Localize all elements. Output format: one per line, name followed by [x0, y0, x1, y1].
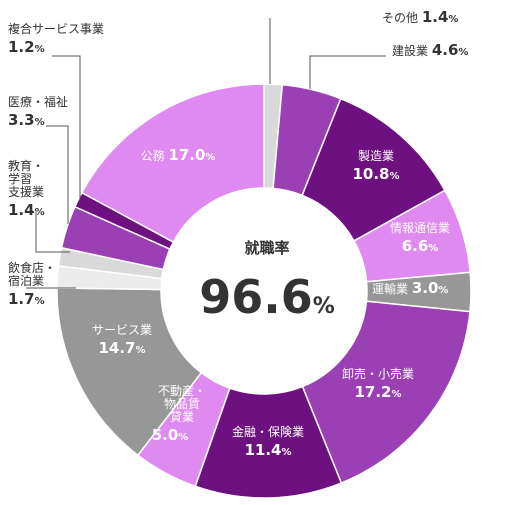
- slice-label: 公務 17.0%: [141, 146, 216, 164]
- slice-label: 金融・保険業 11.4%: [232, 424, 304, 459]
- slice-value: 17.2: [354, 383, 391, 401]
- slice-value-unit: %: [135, 345, 145, 356]
- center-title: 就職率: [244, 239, 289, 257]
- slice-value-unit: %: [35, 296, 45, 307]
- slice-value-unit: %: [281, 447, 291, 458]
- slice-category: 不動産・: [158, 383, 206, 398]
- slice-label: 医療・福祉 3.3%: [8, 94, 68, 129]
- leader-line: [35, 212, 70, 253]
- center-value-number: 96.6: [199, 270, 313, 324]
- slice-label: 建設業 4.6%: [392, 41, 468, 59]
- slice-category: 物品賃: [164, 396, 200, 411]
- leader-line: [309, 55, 386, 89]
- slice-label: その他 1.4%: [382, 8, 458, 26]
- slice-label: 複合サービス事業 1.2%: [8, 21, 104, 56]
- slice-label: サービス業 14.7%: [92, 323, 152, 357]
- slice-value: 1.7: [8, 290, 35, 308]
- slice-value: 3.0: [412, 279, 439, 297]
- slice-category: 教育・: [8, 158, 44, 173]
- slice-value: 5.0: [152, 426, 179, 444]
- slice-value: 1.4: [8, 201, 35, 219]
- slice-category: 貸業: [170, 409, 194, 424]
- slice-value-unit: %: [35, 207, 45, 218]
- slice-category: 製造業: [358, 149, 394, 163]
- slice-category: 建設業: [392, 43, 432, 58]
- donut-slice: [56, 287, 203, 457]
- slice-label: 卸売・小売業 17.2%: [342, 366, 414, 401]
- slice-value: 3.3: [8, 111, 35, 129]
- slice-label: 不動産・物品賃貸業 5.0%: [152, 383, 206, 444]
- slice-value: 6.6: [402, 237, 429, 255]
- slice-category: 運輸業: [372, 281, 412, 296]
- slice-value-unit: %: [428, 243, 438, 254]
- slice-category: 複合サービス事業: [8, 21, 104, 36]
- slice-label: 飲食店・宿泊業 1.7%: [8, 260, 56, 308]
- slice-category: 飲食店・: [8, 260, 56, 275]
- slice-label: 製造業 10.8%: [352, 149, 399, 183]
- slice-category: 医療・福祉: [8, 94, 68, 109]
- leader-line: [52, 55, 81, 200]
- slice-value: 4.6: [432, 41, 459, 59]
- slice-category: 宿泊業: [8, 273, 44, 288]
- slice-category: 卸売・小売業: [342, 366, 414, 381]
- slice-label: 教育・学習支援業 1.4%: [8, 158, 45, 219]
- slice-value-unit: %: [35, 117, 45, 128]
- center-value: 96.6%: [199, 270, 335, 324]
- slice-category: 金融・保険業: [232, 424, 304, 439]
- slice-value-unit: %: [438, 285, 448, 296]
- center-value-unit: %: [313, 294, 335, 319]
- slice-value-unit: %: [391, 389, 401, 400]
- slice-value-unit: %: [35, 44, 45, 55]
- slice-value: 10.8: [352, 165, 389, 183]
- leader-line: [46, 125, 69, 224]
- slice-category: 支援業: [8, 185, 44, 199]
- donut-slice: [80, 83, 265, 244]
- slice-value: 1.4: [422, 8, 449, 26]
- donut-slice: [301, 300, 471, 484]
- slice-value: 14.7: [98, 339, 135, 357]
- slice-label: 情報通信業 6.6%: [390, 221, 450, 255]
- slice-value: 11.4: [244, 441, 281, 459]
- slice-value: 1.2: [8, 38, 35, 56]
- slice-category: 公務: [141, 149, 169, 163]
- slice-label: 運輸業 3.0%: [372, 279, 448, 297]
- slice-category: 学習: [8, 171, 32, 186]
- slice-category: 情報通信業: [390, 221, 450, 235]
- slice-value-unit: %: [448, 14, 458, 25]
- slice-value-unit: %: [389, 171, 399, 182]
- slice-value: 17.0: [168, 146, 205, 164]
- slice-value-unit: %: [205, 152, 215, 163]
- slice-category: サービス業: [92, 323, 152, 337]
- slice-value-unit: %: [458, 47, 468, 58]
- slice-value-unit: %: [178, 432, 188, 443]
- slice-category: その他: [382, 11, 422, 25]
